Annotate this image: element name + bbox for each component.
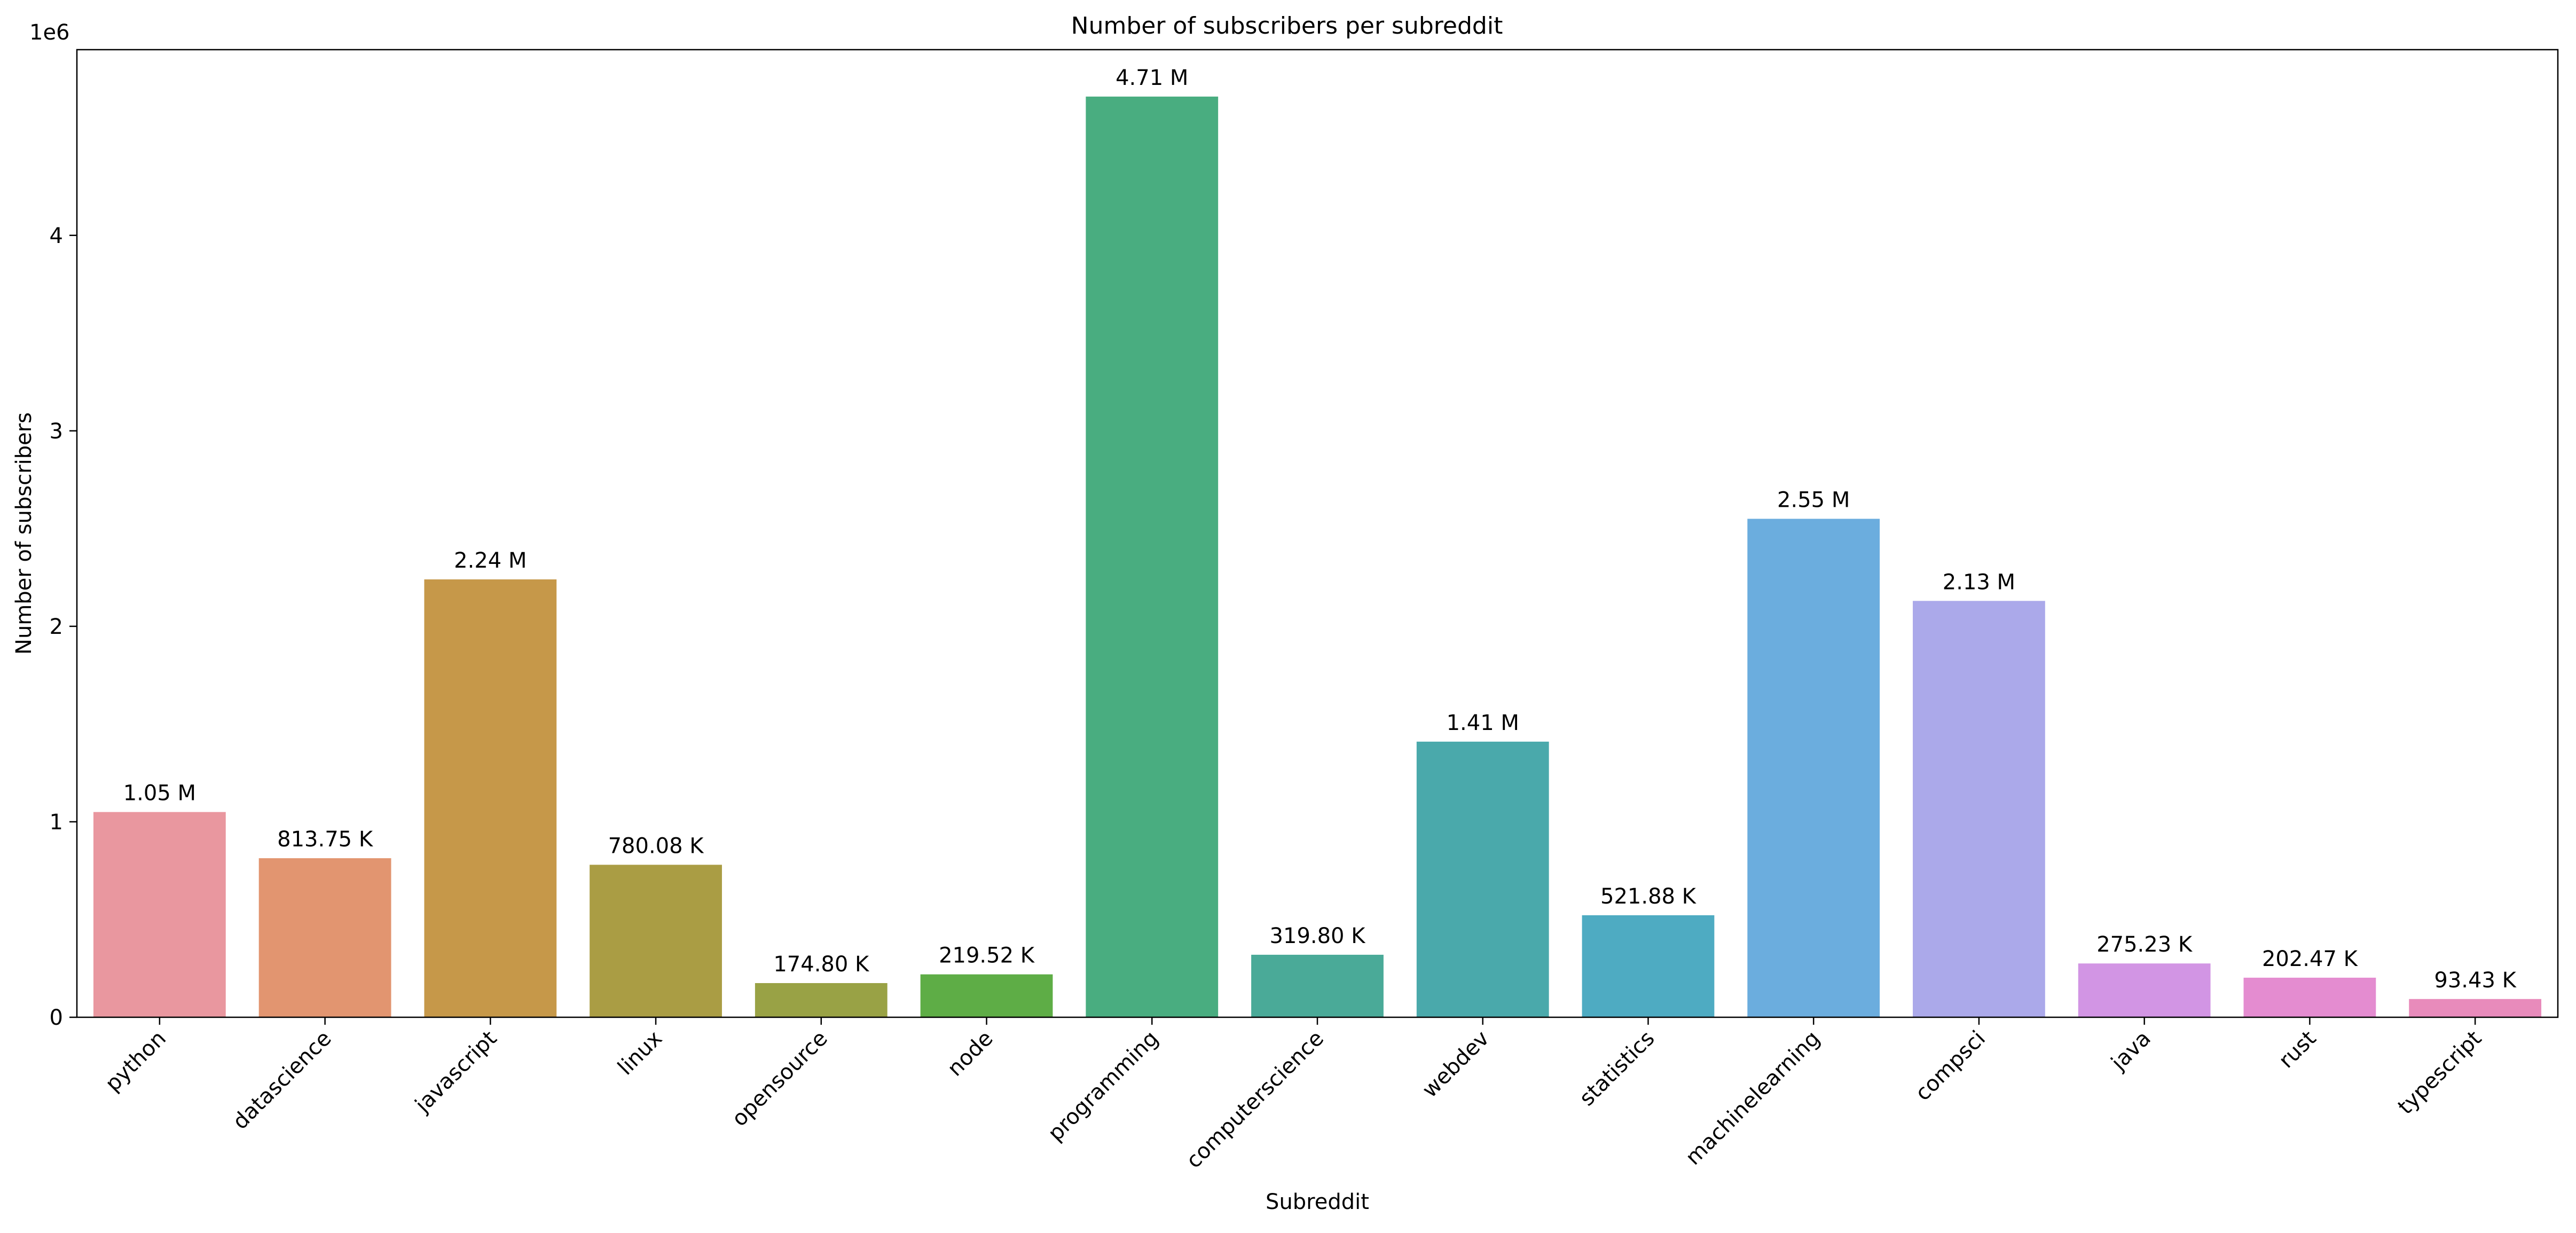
y-tick-label-3: 3 bbox=[50, 419, 63, 444]
value-label-programming: 4.71 M bbox=[1116, 66, 1188, 90]
bar-python bbox=[93, 812, 226, 1017]
x-tick-label-linux: linux bbox=[613, 1026, 667, 1080]
y-tick-label-1: 1 bbox=[50, 810, 63, 835]
value-label-rust: 202.47 K bbox=[2262, 947, 2359, 971]
bars-group bbox=[93, 96, 2542, 1018]
value-label-linux: 780.08 K bbox=[608, 834, 705, 858]
bar-java bbox=[2078, 963, 2211, 1017]
bar-opensource bbox=[755, 983, 888, 1017]
x-axis-ticks: python datascience javascript linux opensour… bbox=[100, 1017, 2486, 1173]
x-tick-label-webdev: webdev bbox=[1418, 1026, 1494, 1103]
value-label-machinelearning: 2.55 M bbox=[1777, 488, 1850, 513]
x-tick-label-compsci: compsci bbox=[1911, 1026, 1990, 1106]
bar-node bbox=[920, 974, 1053, 1017]
bar-linux bbox=[590, 865, 722, 1017]
y-tick-label-2: 2 bbox=[50, 615, 63, 639]
bar-programming bbox=[1086, 96, 1219, 1018]
value-label-java: 275.23 K bbox=[2096, 932, 2193, 957]
x-tick-label-machinelearning: machinelearning bbox=[1681, 1026, 1825, 1170]
bar-statistics bbox=[1582, 915, 1715, 1017]
x-tick-label-javascript: javascript bbox=[410, 1026, 501, 1118]
bar-machinelearning bbox=[1747, 519, 1880, 1017]
value-label-webdev: 1.41 M bbox=[1447, 711, 1519, 735]
bar-javascript bbox=[424, 579, 557, 1017]
y-tick-label-0: 0 bbox=[50, 1006, 63, 1030]
value-label-statistics: 521.88 K bbox=[1600, 884, 1697, 909]
bar-webdev bbox=[1416, 741, 1549, 1017]
x-tick-label-typescript: typescript bbox=[2393, 1026, 2487, 1120]
bar-computerscience bbox=[1251, 954, 1384, 1017]
y-axis-label: Number of subscribers bbox=[12, 412, 36, 655]
x-axis-label: Subreddit bbox=[1266, 1190, 1369, 1214]
value-label-typescript: 93.43 K bbox=[2434, 968, 2517, 993]
value-label-node: 219.52 K bbox=[939, 944, 1035, 968]
value-labels-group: 1.05 M 813.75 K 2.24 M 780.08 K 174.80 K 219.… bbox=[123, 66, 2517, 993]
x-tick-label-java: java bbox=[2106, 1026, 2155, 1075]
x-tick-label-computerscience: computerscience bbox=[1182, 1026, 1329, 1173]
chart-title: Number of subscribers per subreddit bbox=[1071, 12, 1503, 40]
x-tick-label-statistics: statistics bbox=[1575, 1026, 1660, 1111]
x-tick-label-datascience: datascience bbox=[228, 1026, 336, 1135]
x-tick-label-programming: programming bbox=[1043, 1026, 1164, 1146]
value-label-datascience: 813.75 K bbox=[277, 827, 374, 852]
bar-compsci bbox=[1913, 601, 2045, 1017]
plot-frame bbox=[76, 49, 2559, 1018]
bar-typescript bbox=[2409, 999, 2542, 1017]
x-tick-label-opensource: opensource bbox=[727, 1026, 833, 1132]
value-label-compsci: 2.13 M bbox=[1943, 570, 2015, 594]
bar-datascience bbox=[258, 858, 391, 1017]
x-tick-label-python: python bbox=[100, 1026, 170, 1096]
x-tick-label-node: node bbox=[943, 1026, 998, 1081]
x-tick-label-rust: rust bbox=[2274, 1026, 2321, 1073]
value-label-opensource: 174.80 K bbox=[773, 952, 870, 977]
value-label-computerscience: 319.80 K bbox=[1270, 924, 1366, 948]
value-label-javascript: 2.24 M bbox=[454, 548, 527, 573]
y-axis-offset-label: 1e6 bbox=[29, 20, 70, 45]
y-tick-label-4: 4 bbox=[50, 224, 63, 248]
y-axis-ticks: 0 1 2 3 4 bbox=[50, 224, 77, 1030]
bar-rust bbox=[2243, 977, 2376, 1017]
value-label-python: 1.05 M bbox=[123, 781, 196, 806]
